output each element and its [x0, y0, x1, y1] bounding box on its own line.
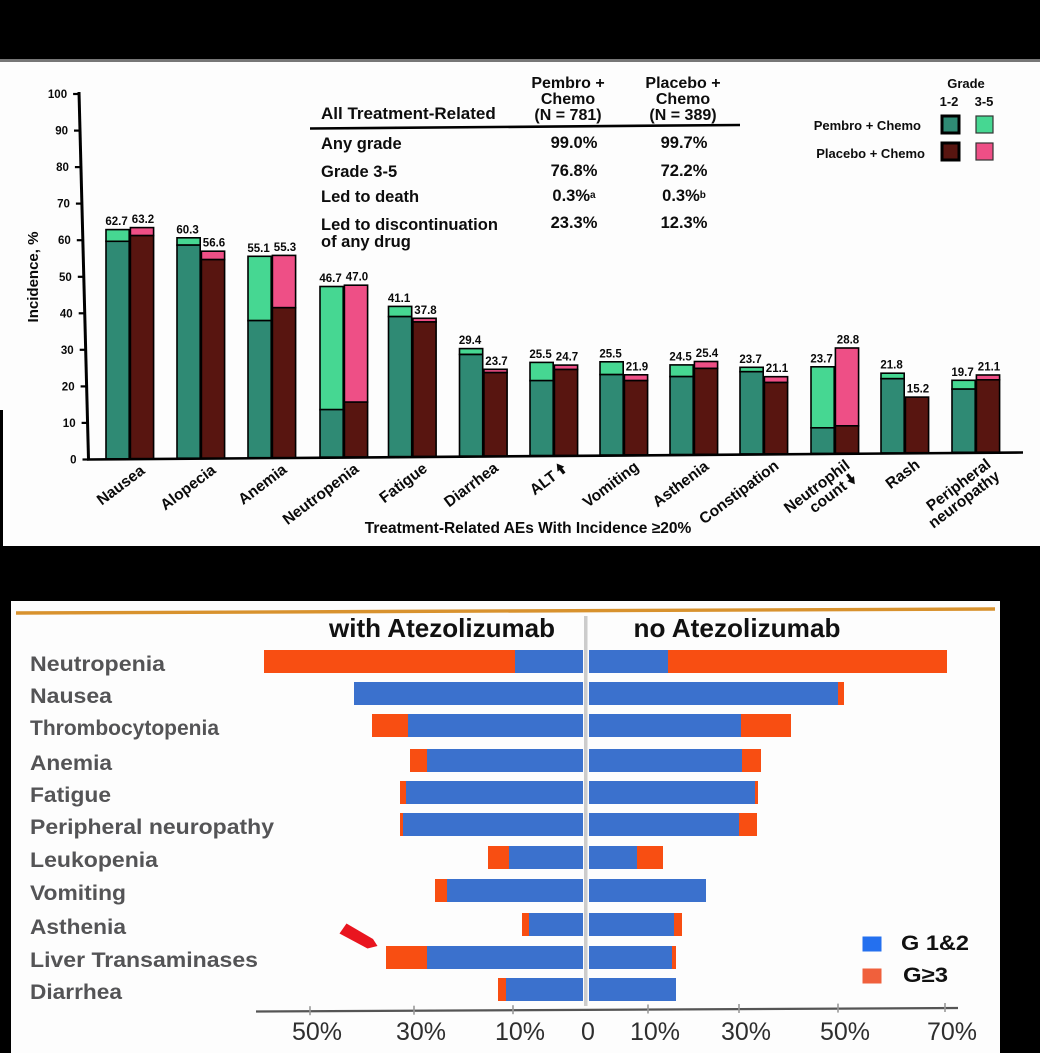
svg-text:60.3: 60.3: [176, 224, 198, 236]
svg-text:20: 20: [62, 381, 75, 393]
svg-text:30: 30: [61, 345, 74, 357]
svg-text:100: 100: [48, 89, 67, 101]
svg-text:70: 70: [57, 199, 70, 211]
svg-text:56.6: 56.6: [203, 238, 225, 250]
svg-text:15.2: 15.2: [907, 384, 929, 396]
svg-text:3-5: 3-5: [975, 94, 994, 109]
svg-text:50%: 50%: [820, 1018, 870, 1046]
svg-text:29.4: 29.4: [459, 335, 482, 347]
svg-text:Placebo + Chemo: Placebo + Chemo: [816, 146, 925, 161]
svg-text:21.1: 21.1: [978, 362, 1001, 374]
svg-text:0.3%b: 0.3%b: [662, 187, 706, 205]
svg-text:Any grade: Any grade: [321, 135, 402, 153]
svg-text:Pembro + Chemo: Pembro + Chemo: [814, 118, 921, 133]
svg-text:25.4: 25.4: [696, 348, 719, 360]
svg-text:23.7: 23.7: [485, 356, 507, 368]
svg-text:10%: 10%: [495, 1018, 545, 1046]
svg-text:37.8: 37.8: [414, 305, 437, 317]
svg-text:19.7: 19.7: [951, 367, 973, 379]
svg-text:10%: 10%: [630, 1018, 680, 1046]
svg-text:Nausea: Nausea: [30, 685, 112, 708]
svg-text:Placebo +: Placebo +: [645, 75, 720, 92]
svg-text:Chemo: Chemo: [656, 91, 710, 108]
svg-text:90: 90: [55, 126, 68, 138]
svg-text:41.1: 41.1: [388, 293, 411, 305]
svg-text:0: 0: [70, 455, 76, 467]
svg-text:55.1: 55.1: [247, 243, 270, 255]
svg-text:30%: 30%: [721, 1018, 771, 1046]
svg-text:60: 60: [58, 235, 71, 247]
svg-text:Led to death: Led to death: [321, 188, 419, 206]
svg-text:24.7: 24.7: [556, 352, 578, 364]
svg-text:1-2: 1-2: [940, 94, 959, 109]
svg-text:21.8: 21.8: [880, 360, 903, 372]
svg-text:50: 50: [59, 272, 72, 284]
svg-text:(N = 389): (N = 389): [649, 107, 716, 124]
svg-text:28.8: 28.8: [837, 335, 860, 347]
svg-text:76.8%: 76.8%: [551, 162, 598, 180]
svg-text:Treatment-Related AEs With Inc: Treatment-Related AEs With Incidence ≥20…: [365, 520, 692, 537]
svg-text:55.3: 55.3: [274, 242, 296, 254]
svg-text:Grade: Grade: [947, 76, 985, 91]
svg-text:Pembro +: Pembro +: [531, 75, 604, 92]
svg-text:Thrombocytopenia: Thrombocytopenia: [30, 717, 219, 740]
svg-text:23.7: 23.7: [739, 354, 761, 366]
svg-text:Incidence, %: Incidence, %: [25, 232, 42, 323]
svg-text:0.3%a: 0.3%a: [552, 187, 596, 205]
svg-text:Anemia: Anemia: [30, 752, 112, 775]
svg-text:25.5: 25.5: [529, 349, 552, 361]
svg-text:21.1: 21.1: [766, 363, 789, 375]
svg-text:All Treatment-Related: All Treatment-Related: [321, 104, 496, 123]
svg-text:Leukopenia: Leukopenia: [30, 849, 158, 872]
svg-text:21.9: 21.9: [626, 361, 648, 373]
svg-text:63.2: 63.2: [132, 214, 154, 226]
svg-text:47.0: 47.0: [346, 272, 368, 284]
svg-text:Fatigue: Fatigue: [30, 784, 111, 807]
svg-text:G 1&2: G 1&2: [901, 932, 969, 955]
svg-text:with Atezolizumab: with Atezolizumab: [328, 613, 555, 643]
svg-text:72.2%: 72.2%: [661, 162, 708, 180]
svg-text:70%: 70%: [927, 1018, 977, 1046]
svg-text:46.7: 46.7: [319, 273, 341, 285]
svg-text:Diarrhea: Diarrhea: [30, 981, 122, 1004]
svg-text:23.7: 23.7: [810, 353, 832, 365]
svg-text:50%: 50%: [292, 1018, 342, 1046]
svg-text:G≥3: G≥3: [903, 964, 948, 987]
svg-text:0: 0: [581, 1018, 595, 1046]
svg-text:99.7%: 99.7%: [661, 134, 708, 152]
svg-text:of any drug: of any drug: [321, 233, 411, 251]
svg-text:10: 10: [63, 418, 76, 430]
svg-text:(N = 781): (N = 781): [534, 107, 601, 124]
svg-text:12.3%: 12.3%: [661, 214, 708, 232]
svg-text:Liver Transaminases: Liver Transaminases: [30, 949, 258, 972]
svg-text:24.5: 24.5: [669, 351, 692, 363]
svg-text:Neutropenia: Neutropenia: [30, 653, 165, 676]
svg-text:62.7: 62.7: [105, 216, 127, 228]
svg-text:40: 40: [60, 308, 73, 320]
svg-text:23.3%: 23.3%: [551, 214, 598, 232]
svg-text:99.0%: 99.0%: [551, 134, 598, 152]
svg-text:Asthenia: Asthenia: [30, 916, 126, 939]
svg-text:Led to discontinuation: Led to discontinuation: [321, 216, 498, 234]
svg-text:Peripheral neuropathy: Peripheral neuropathy: [30, 816, 274, 839]
svg-text:no Atezolizumab: no Atezolizumab: [634, 613, 841, 643]
svg-text:30%: 30%: [396, 1018, 446, 1046]
svg-text:80: 80: [56, 162, 69, 174]
svg-text:Vomiting: Vomiting: [30, 882, 126, 905]
svg-text:25.5: 25.5: [599, 348, 622, 360]
svg-text:Grade 3-5: Grade 3-5: [321, 163, 397, 181]
svg-text:Chemo: Chemo: [541, 91, 595, 108]
